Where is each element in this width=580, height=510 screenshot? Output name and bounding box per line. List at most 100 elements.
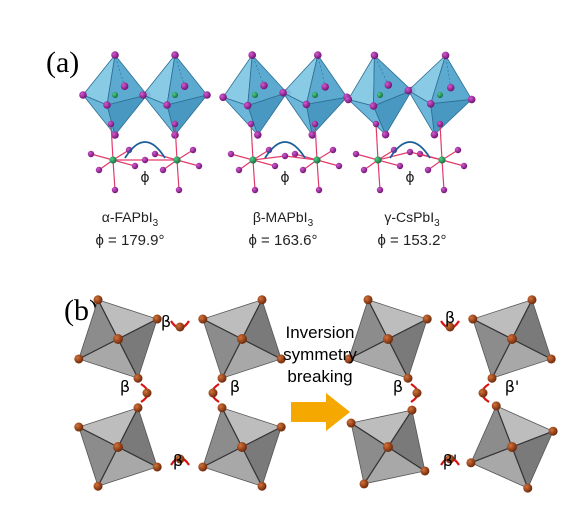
bond — [495, 405, 513, 448]
iodine-atom — [159, 166, 167, 174]
x-atom — [422, 314, 432, 324]
iodine-atom — [430, 130, 439, 139]
bond — [350, 422, 389, 448]
bond — [78, 426, 119, 448]
iodine-atom — [111, 131, 119, 139]
bond — [470, 446, 513, 464]
x-atom — [133, 403, 143, 413]
octahedron-edge — [317, 55, 326, 87]
x-atom — [133, 373, 143, 383]
bond — [472, 318, 513, 340]
lattice-noncentrosymmetric — [344, 295, 558, 493]
iodine-atom — [311, 120, 319, 128]
phi-symbol: ϕ — [280, 170, 289, 186]
iodine-atom — [171, 120, 179, 128]
iodine-atom — [141, 156, 149, 164]
pb-i-bond — [377, 159, 401, 167]
lead-atom — [249, 156, 257, 164]
shared-x-atom — [412, 388, 422, 398]
pb-i-bond — [252, 159, 256, 191]
pb-i-bond — [409, 151, 443, 161]
x-atom — [344, 354, 354, 364]
pb-i-bond — [316, 159, 340, 167]
iodine-atom — [251, 186, 259, 194]
lead-atom — [172, 92, 178, 98]
phi-value-fapbi3: ϕ = 179.9° — [95, 232, 164, 249]
x-atom — [546, 354, 556, 364]
iodine-atom — [120, 82, 129, 90]
x-atom — [198, 462, 208, 472]
x-atom — [198, 314, 208, 324]
x-atom — [487, 373, 497, 383]
bond — [511, 446, 529, 489]
bond — [117, 446, 158, 468]
pb-i-bond — [112, 159, 136, 167]
pb-i-bond — [375, 123, 379, 161]
bond — [348, 338, 389, 360]
angle-label-right-right: β' — [505, 377, 520, 396]
lead-atom — [112, 92, 118, 98]
iodine-atom — [370, 51, 379, 60]
pb-i-bond — [377, 151, 411, 161]
iodine-atom — [381, 130, 390, 139]
transition-arrow-icon — [291, 393, 350, 431]
structure-name-cspbi3: γ-CsPbI3 — [384, 209, 440, 229]
pb-i-bond — [439, 123, 443, 161]
iodine-atom — [139, 91, 147, 99]
iodine-atom — [384, 81, 393, 89]
lead-atom — [438, 156, 446, 164]
pb-i-bond — [441, 159, 445, 191]
iodine-atom — [253, 131, 262, 139]
iodine-atom — [175, 186, 183, 194]
b-atom — [237, 442, 247, 452]
iodine-atom — [227, 150, 235, 158]
bond — [241, 338, 282, 360]
angle-label-bottom-right: β' — [443, 451, 458, 470]
angle-label-left-left: β — [120, 377, 130, 396]
iodine-atom — [163, 101, 171, 109]
pb-i-bond — [252, 159, 276, 167]
x-atom — [420, 466, 430, 476]
iodine-atom — [396, 162, 404, 170]
pb-i-bond — [176, 159, 180, 191]
pb-i-bond — [250, 123, 254, 161]
bond — [387, 338, 409, 379]
iodine-atom — [271, 162, 279, 170]
iodine-atom — [279, 88, 287, 97]
x-atom — [74, 354, 84, 364]
octahedron-face — [106, 94, 149, 136]
iodine-atom — [404, 86, 413, 95]
b-atom — [113, 334, 123, 344]
iodine-atom — [424, 166, 432, 174]
lead-atom — [173, 156, 181, 164]
iodine-atom — [87, 150, 95, 158]
b-atom — [237, 334, 247, 344]
structure-name-fapbi3: α-FAPbI3 — [102, 209, 159, 229]
pb-i-bond — [154, 153, 178, 161]
iodine-atom — [195, 162, 203, 170]
x-atom — [548, 426, 558, 436]
bond — [387, 409, 413, 448]
bond — [97, 299, 119, 340]
bond — [202, 318, 243, 340]
iodine-atom — [95, 166, 103, 174]
x-atom — [217, 403, 227, 413]
inversion-text-line-2: symmetry — [283, 345, 357, 364]
iodine-atom — [329, 146, 337, 154]
octahedron-2 — [74, 403, 162, 491]
angle-label-top-right: β — [445, 308, 455, 327]
bond — [221, 338, 243, 379]
bond — [78, 338, 119, 360]
octahedron-left — [344, 51, 416, 139]
octahedron-2 — [346, 405, 430, 489]
x-atom — [276, 422, 286, 432]
bond — [387, 318, 428, 340]
phi-value-cspbi3: ϕ = 153.2° — [377, 232, 446, 249]
x-atom — [403, 373, 413, 383]
iodine-atom — [436, 120, 444, 128]
bond — [363, 446, 389, 485]
x-atom — [346, 418, 356, 428]
bond — [367, 299, 389, 340]
octahedron-edge — [445, 55, 452, 88]
